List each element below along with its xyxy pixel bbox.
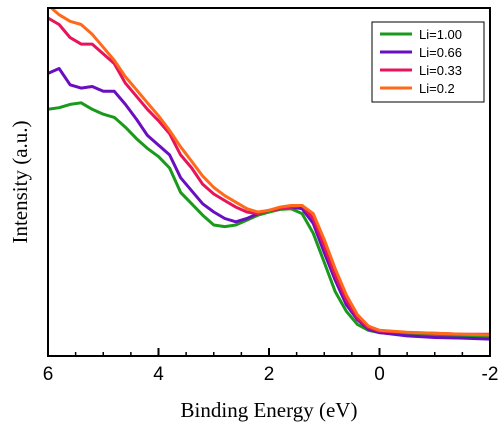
series-line-4 — [49, 8, 490, 337]
series-line-3 — [48, 16, 490, 336]
x-tick-label: 4 — [153, 364, 164, 385]
legend-label-1: Li=1.00 — [419, 27, 462, 42]
x-tick-label: 0 — [374, 364, 385, 385]
x-axis-title: Binding Energy (eV) — [181, 398, 358, 422]
y-axis-title: Intensity (a.u.) — [8, 120, 32, 243]
legend-label-3: Li=0.33 — [419, 63, 462, 78]
series-layer — [48, 8, 490, 341]
x-tick-label: 2 — [264, 364, 275, 385]
series-line-2 — [48, 67, 490, 341]
x-tick-label: -2 — [482, 364, 498, 385]
legend: Li=1.00 Li=0.66 Li=0.33 Li=0.2 — [371, 21, 485, 103]
legend-label-2: Li=0.66 — [419, 45, 462, 60]
x-tick-label: 6 — [43, 364, 54, 385]
tick-layer: 6 4 2 0 -2 — [43, 348, 498, 385]
series-line-1 — [48, 101, 490, 339]
legend-label-4: Li=0.2 — [419, 81, 455, 96]
plot-area: 6 4 2 0 -2 — [43, 7, 498, 385]
